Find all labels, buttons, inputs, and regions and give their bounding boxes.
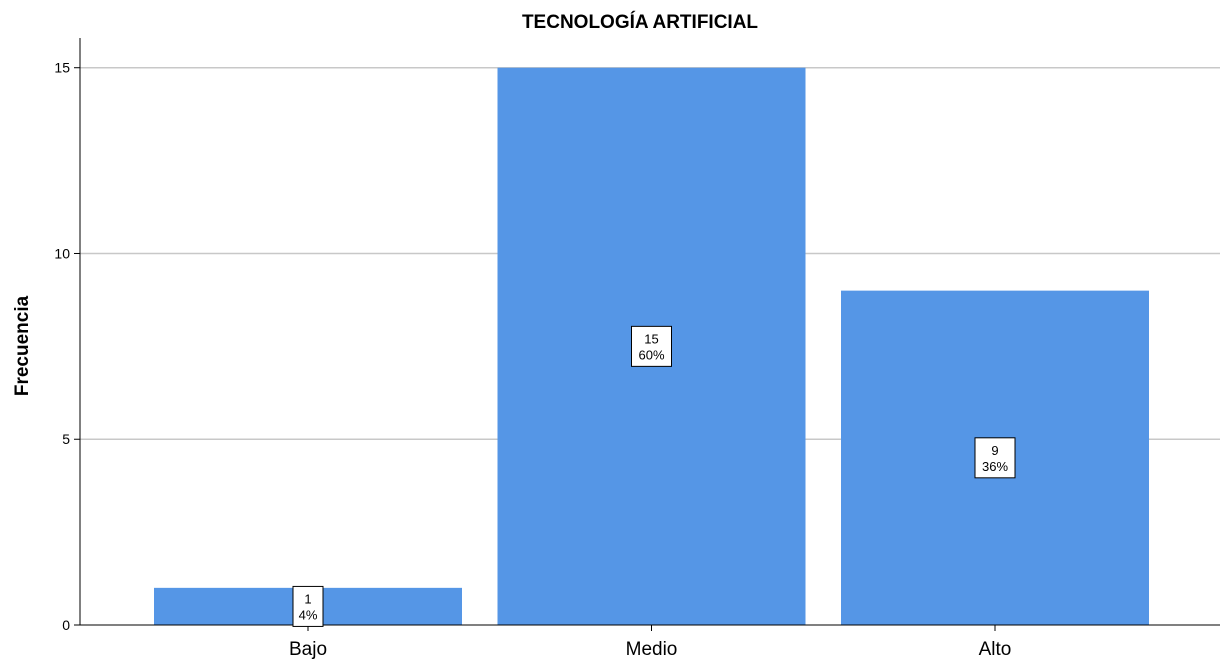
y-tick-label: 0	[62, 617, 70, 633]
data-label-bajo: 14%	[292, 585, 324, 627]
data-label-box	[974, 437, 1016, 479]
y-tick-label: 10	[54, 245, 70, 261]
data-label-percent: 60%	[638, 347, 664, 362]
data-label-percent: 36%	[982, 459, 1008, 474]
y-tick-label: 5	[62, 431, 70, 447]
x-tick-label-medio: Medio	[626, 639, 678, 660]
x-tick-label-bajo: Bajo	[289, 639, 327, 660]
chart-title: TECNOLOGÍA ARTIFICIAL	[522, 11, 758, 33]
axes	[74, 38, 1220, 631]
data-label-count: 15	[644, 331, 658, 346]
data-label-box	[631, 325, 672, 367]
data-label-box	[292, 585, 324, 627]
data-label-count: 9	[991, 443, 998, 458]
y-tick-label: 15	[54, 60, 70, 76]
bars	[154, 67, 1149, 626]
data-label-percent: 4%	[299, 607, 318, 622]
y-axis-label: Frecuencia	[12, 295, 33, 396]
x-tick-label-alto: Alto	[979, 639, 1012, 660]
data-label-count: 1	[304, 591, 311, 606]
tick-labels: 0 5 10 15 Bajo Medio Alto	[54, 60, 1011, 660]
data-label-alto: 936%	[974, 437, 1016, 479]
